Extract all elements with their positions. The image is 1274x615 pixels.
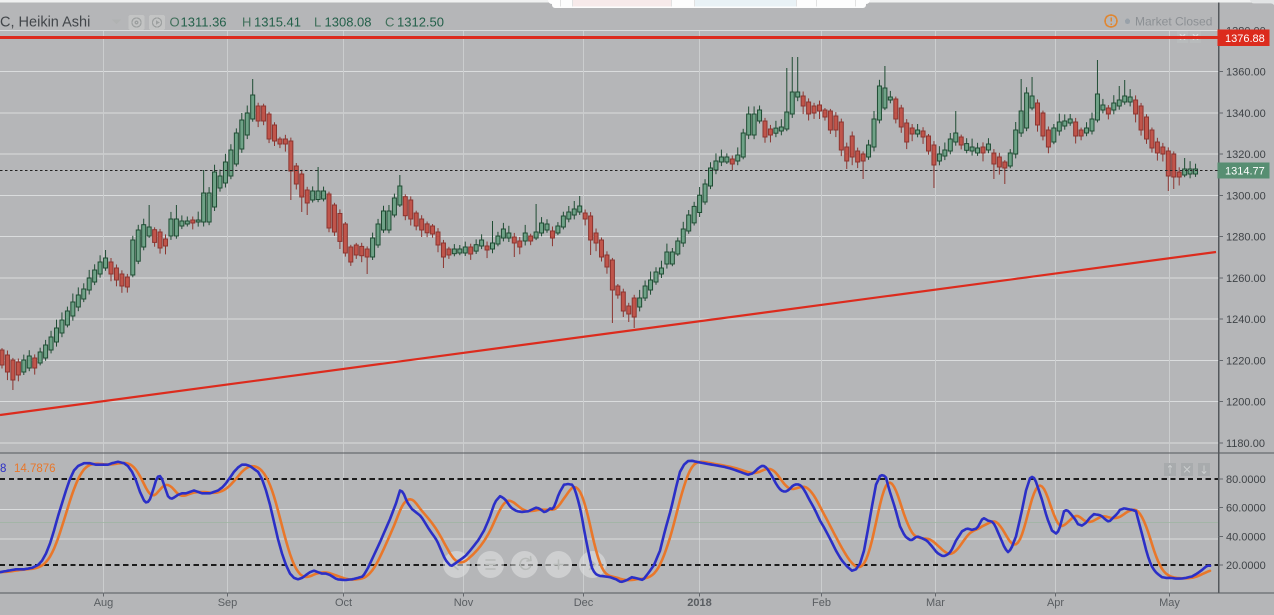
svg-text:1314.77: 1314.77 <box>1225 166 1265 178</box>
svg-text:1200.00: 1200.00 <box>1226 397 1266 409</box>
svg-text:Oct: Oct <box>335 597 352 609</box>
svg-text:8: 8 <box>0 463 6 475</box>
svg-text:1320.00: 1320.00 <box>1226 149 1266 161</box>
svg-text:1180.00: 1180.00 <box>1226 438 1265 450</box>
svg-text:C: C <box>385 15 394 30</box>
svg-text:2018: 2018 <box>687 597 711 609</box>
svg-text:1300.00: 1300.00 <box>1226 191 1266 203</box>
svg-text:Aug: Aug <box>94 597 114 609</box>
svg-text:May: May <box>1159 597 1180 609</box>
svg-text:1240.00: 1240.00 <box>1226 314 1266 326</box>
svg-text:1340.00: 1340.00 <box>1226 108 1266 120</box>
svg-text:40.0000: 40.0000 <box>1226 531 1266 543</box>
svg-text:1280.00: 1280.00 <box>1226 232 1266 244</box>
svg-text:H: H <box>242 15 251 30</box>
svg-text:Dec: Dec <box>574 597 594 609</box>
svg-text:L: L <box>314 15 321 30</box>
svg-text:60.0000: 60.0000 <box>1226 503 1266 515</box>
svg-text:1312.50: 1312.50 <box>397 15 444 30</box>
svg-text:1376.88: 1376.88 <box>1225 33 1265 45</box>
svg-text:1220.00: 1220.00 <box>1226 356 1266 368</box>
svg-text:1308.08: 1308.08 <box>325 15 372 30</box>
svg-text:80.0000: 80.0000 <box>1226 474 1266 486</box>
svg-text:20.0000: 20.0000 <box>1226 560 1266 572</box>
svg-text:Mar: Mar <box>926 597 945 609</box>
svg-text:1315.41: 1315.41 <box>254 15 301 30</box>
svg-text:1311.36: 1311.36 <box>181 15 227 30</box>
svg-text:Feb: Feb <box>812 597 831 609</box>
svg-text:1360.00: 1360.00 <box>1226 67 1266 79</box>
svg-text:Apr: Apr <box>1047 597 1064 609</box>
svg-text:O: O <box>170 15 180 30</box>
svg-text:Market Closed: Market Closed <box>1135 15 1212 29</box>
svg-text:BTC, Heikin Ashi: BTC, Heikin Ashi <box>0 15 90 31</box>
svg-text:14.7876: 14.7876 <box>14 463 56 475</box>
svg-text:1260.00: 1260.00 <box>1226 273 1266 285</box>
svg-text:Nov: Nov <box>454 597 474 609</box>
svg-text:Sep: Sep <box>218 597 238 609</box>
